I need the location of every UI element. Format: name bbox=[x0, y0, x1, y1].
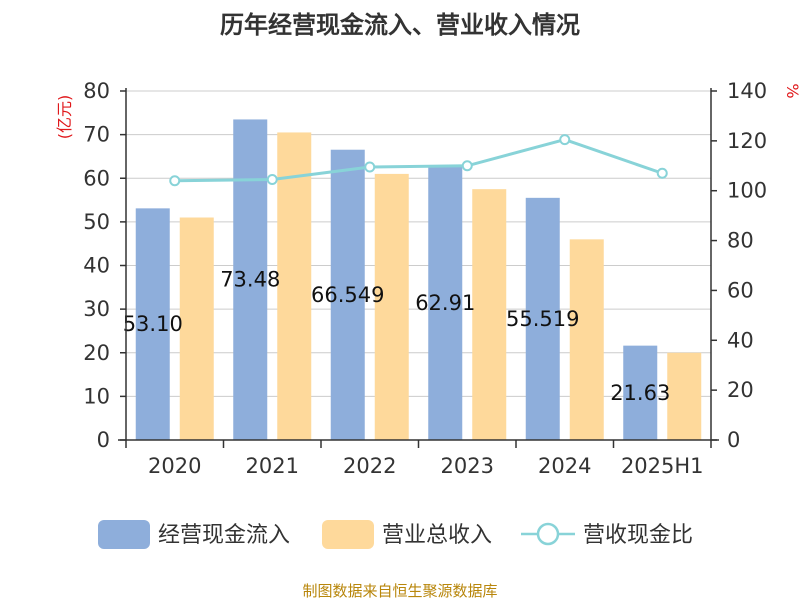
line-series bbox=[169, 134, 668, 187]
legend: 经营现金流入 营业总收入 营收现金比 bbox=[98, 520, 693, 549]
right-tick-label: 60 bbox=[727, 278, 754, 302]
data-label: 53.10 bbox=[123, 312, 183, 336]
right-tick-label: 80 bbox=[727, 229, 754, 253]
bar-revenue bbox=[179, 217, 214, 440]
right-tick-label: 140 bbox=[727, 79, 767, 103]
left-tick-label: 80 bbox=[83, 79, 110, 103]
right-tick-label: 0 bbox=[727, 428, 740, 452]
data-label: 66.549 bbox=[311, 283, 384, 307]
legend-label-cash-inflow: 经营现金流入 bbox=[158, 523, 290, 548]
data-label: 62.91 bbox=[415, 291, 475, 315]
data-label: 73.48 bbox=[220, 268, 280, 292]
gridlines bbox=[126, 90, 711, 397]
left-tick-label: 70 bbox=[83, 123, 110, 147]
right-tick-label: 120 bbox=[727, 129, 767, 153]
bar-cash-inflow bbox=[623, 345, 658, 440]
legend-swatch-revenue bbox=[322, 520, 374, 549]
left-tick-label: 0 bbox=[97, 428, 110, 452]
ratio-line bbox=[174, 138, 663, 183]
legend-swatch-cash-inflow bbox=[98, 520, 150, 549]
bar-cash-inflow bbox=[233, 119, 268, 441]
x-tick-label: 2020 bbox=[148, 454, 201, 478]
bar-series bbox=[135, 119, 702, 441]
ratio-point bbox=[266, 173, 278, 185]
x-tick-label: 2024 bbox=[538, 454, 591, 478]
left-tick-label: 30 bbox=[83, 297, 110, 321]
data-label: 21.63 bbox=[610, 381, 670, 405]
bar-cash-inflow bbox=[330, 149, 365, 441]
right-tick-label: 100 bbox=[727, 179, 767, 203]
x-tick-label: 2023 bbox=[441, 454, 494, 478]
left-tick-label: 20 bbox=[83, 341, 110, 365]
source-note: 制图数据来自恒生聚源数据库 bbox=[302, 582, 497, 600]
ratio-point bbox=[656, 167, 668, 179]
legend-marker-ratio bbox=[536, 522, 560, 546]
left-axis-unit: (亿元) bbox=[55, 95, 74, 140]
legend-label-revenue: 营业总收入 bbox=[382, 523, 492, 548]
left-tick-label: 60 bbox=[83, 166, 110, 190]
left-tick-label: 10 bbox=[83, 384, 110, 408]
bar-revenue bbox=[374, 173, 409, 440]
x-tick-label: 2021 bbox=[246, 454, 299, 478]
bar-revenue bbox=[569, 239, 604, 440]
bar-cash-inflow bbox=[135, 208, 170, 440]
right-axis-unit: % bbox=[783, 83, 800, 98]
ratio-point bbox=[559, 134, 571, 146]
right-tick-label: 20 bbox=[727, 378, 754, 402]
left-tick-label: 40 bbox=[83, 254, 110, 278]
x-tick-label: 2022 bbox=[343, 454, 396, 478]
bar-cash-inflow bbox=[428, 165, 463, 441]
axes: 0 10 20 30 40 50 60 70 80 0 20 40 60 80 100 120 140 2020 2… bbox=[55, 79, 800, 478]
bar-revenue bbox=[667, 352, 702, 440]
right-tick-label: 40 bbox=[727, 328, 754, 352]
bar-cash-inflow bbox=[525, 197, 560, 440]
bar-revenue bbox=[277, 132, 312, 440]
left-tick-label: 50 bbox=[83, 210, 110, 234]
data-label: 55.519 bbox=[506, 307, 579, 331]
chart-title: 历年经营现金流入、营业收入情况 bbox=[220, 11, 580, 39]
data-labels: 53.10 73.48 66.549 62.91 55.519 21.63 bbox=[123, 268, 671, 405]
ratio-point bbox=[364, 161, 376, 173]
legend-label-ratio: 营收现金比 bbox=[583, 523, 693, 548]
ratio-point bbox=[461, 160, 473, 172]
ratio-point bbox=[169, 175, 181, 187]
bar-revenue bbox=[472, 189, 507, 440]
x-tick-label: 2025H1 bbox=[621, 454, 704, 478]
